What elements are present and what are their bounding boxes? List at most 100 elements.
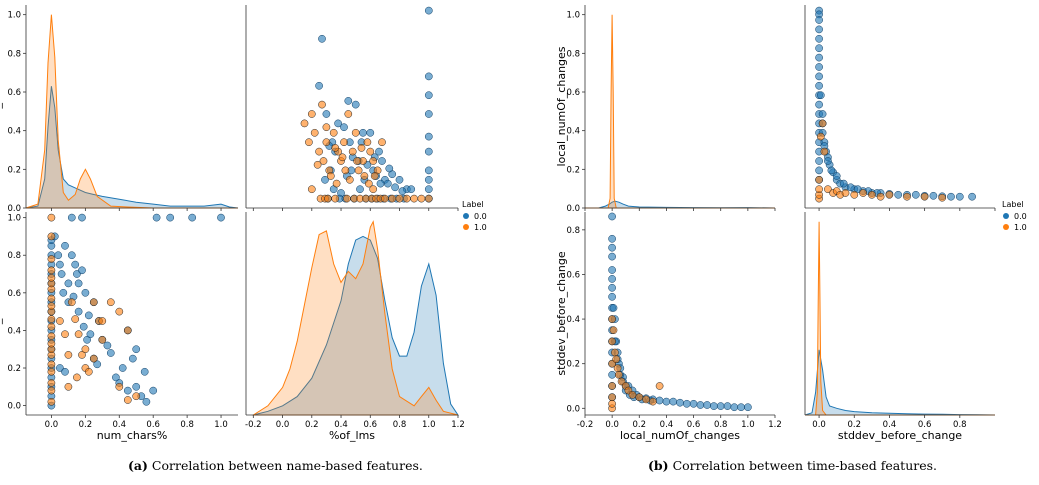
scatter-point-0.0 [968,192,976,201]
scatter-point-1.0 [318,100,326,109]
scatter-point-0.0 [67,251,76,260]
scatter-point-0.0 [188,213,197,222]
scatter-point-1.0 [71,315,80,323]
scatter-point-1.0 [609,326,618,335]
caption-b-text: Correlation between time-based features. [672,458,938,473]
x-tick-label: 0.0 [605,420,619,430]
y-tick-label: 0.6 [7,289,21,299]
scatter-point-1.0 [78,351,86,359]
scatter-point-1.0 [402,194,411,203]
scatter-point-0.0 [839,179,848,188]
scatter-point-1.0 [388,194,397,203]
scatter-point-0.0 [140,367,149,376]
scatter-point-0.0 [955,192,964,201]
x-tick-label: 0.0 [812,420,826,430]
scatter-point-1.0 [332,179,341,188]
scatter-point-0.0 [356,185,364,194]
scatter-point-0.0 [84,311,93,320]
scatter-point-0.0 [344,97,353,105]
scatter-point-1.0 [357,144,366,152]
scatter-point-1.0 [655,382,664,390]
scatter-point-0.0 [609,304,618,312]
scatter-point-1.0 [341,166,350,175]
scatter-point-1.0 [47,232,56,241]
scatter-point-0.0 [56,364,64,372]
x-tick-label: 0.8 [953,420,967,430]
scatter-point-0.0 [424,72,433,81]
scatter-point-1.0 [381,194,389,203]
scatter-point-1.0 [343,194,351,203]
scatter-point-1.0 [67,298,76,307]
y-tick-label: 0.4 [566,315,580,325]
scatter-point-1.0 [315,147,323,156]
scatter-point-0.0 [424,91,433,100]
scatter-point-1.0 [417,194,426,203]
x-tick-label: 0.4 [883,420,897,430]
scatter-point-0.0 [166,213,175,222]
scatter-point-1.0 [818,119,827,128]
y-tick-label: 0.2 [7,364,21,374]
scatter-point-1.0 [47,273,56,282]
scatter-point-1.0 [89,354,98,363]
scatter-point-0.0 [424,147,433,156]
scatter-point-0.0 [74,279,83,288]
scatter-point-1.0 [329,128,338,137]
scatter-point-1.0 [815,185,823,194]
y-tick-label: 0.0 [566,204,580,214]
scatter-point-1.0 [47,266,56,275]
scatter-point-0.0 [947,192,955,201]
scatter-point-1.0 [369,185,378,194]
scatter-point-1.0 [920,192,929,201]
panel-1-1-0: -0.2 0.0 0.2 0.4 0.6 0.8 1.0 1.2 0.0 0.2 0.4 0.6 0.8… [555,212,782,442]
x-tick-label: 1.0 [214,420,228,430]
scatter-point-1.0 [47,302,56,310]
scatter-point-0.0 [86,330,95,339]
scatter-point-1.0 [612,355,621,364]
y-tick-label: 0.4 [7,326,21,336]
legend-label: 1.0 [1014,223,1027,232]
scatter-point-0.0 [61,367,69,376]
scatter-point-0.0 [696,401,705,409]
scatter-point-1.0 [73,373,81,382]
scatter-point-0.0 [824,157,832,165]
scatter-point-1.0 [938,193,947,202]
scatter-point-1.0 [98,335,107,344]
panel-0-1-0: 0.0 0.2 0.4 0.6 0.8 1.0 0.0 0.2 0.4 0.6 0.8 1.0 num_… [0,212,238,442]
y-tick-label: 1.0 [7,11,21,21]
scatter-point-1.0 [424,194,433,203]
scatter-point-1.0 [395,194,404,203]
scatter-point-1.0 [824,185,832,194]
scatter-point-0.0 [123,386,132,395]
scatter-point-1.0 [47,255,56,263]
scatter-point-0.0 [818,110,827,118]
scatter-point-1.0 [363,138,372,147]
scatter-point-0.0 [106,349,115,357]
pair-plot-0: 0.0 0.2 0.4 0.6 0.8 1.0 %of_lms 0.0 0.2 0.4 0.6 0.8… [0,5,487,442]
y-tick-label: 0.4 [566,127,580,137]
scatter-point-0.0 [655,396,664,405]
scatter-point-0.0 [424,110,433,118]
y-tick-label: 0.8 [566,226,580,236]
scatter-point-1.0 [611,348,619,357]
scatter-point-1.0 [123,396,132,404]
x-tick-label: 0.2 [633,420,647,430]
scatter-point-0.0 [737,403,745,412]
scatter-point-0.0 [54,251,63,260]
legend-title: Label [462,200,484,209]
y-tick-label: 0.6 [7,88,21,98]
scatter-point-1.0 [310,128,319,137]
x-tick-label: 0.4 [660,420,674,430]
scatter-point-1.0 [47,367,56,376]
caption-b-tag: (b) [648,458,669,473]
scatter-point-0.0 [815,100,823,109]
scatter-point-1.0 [859,189,867,197]
scatter-point-0.0 [669,397,678,406]
scatter-point-1.0 [331,144,340,152]
scatter-point-0.0 [815,72,823,81]
pair-plot-1: 0.00.20.40.60.81.0local_numOf_changes-0.… [555,5,1027,442]
scatter-point-1.0 [820,147,829,156]
y-tick-label: 0.6 [566,88,580,98]
y-tick-label: 0.0 [566,404,580,414]
